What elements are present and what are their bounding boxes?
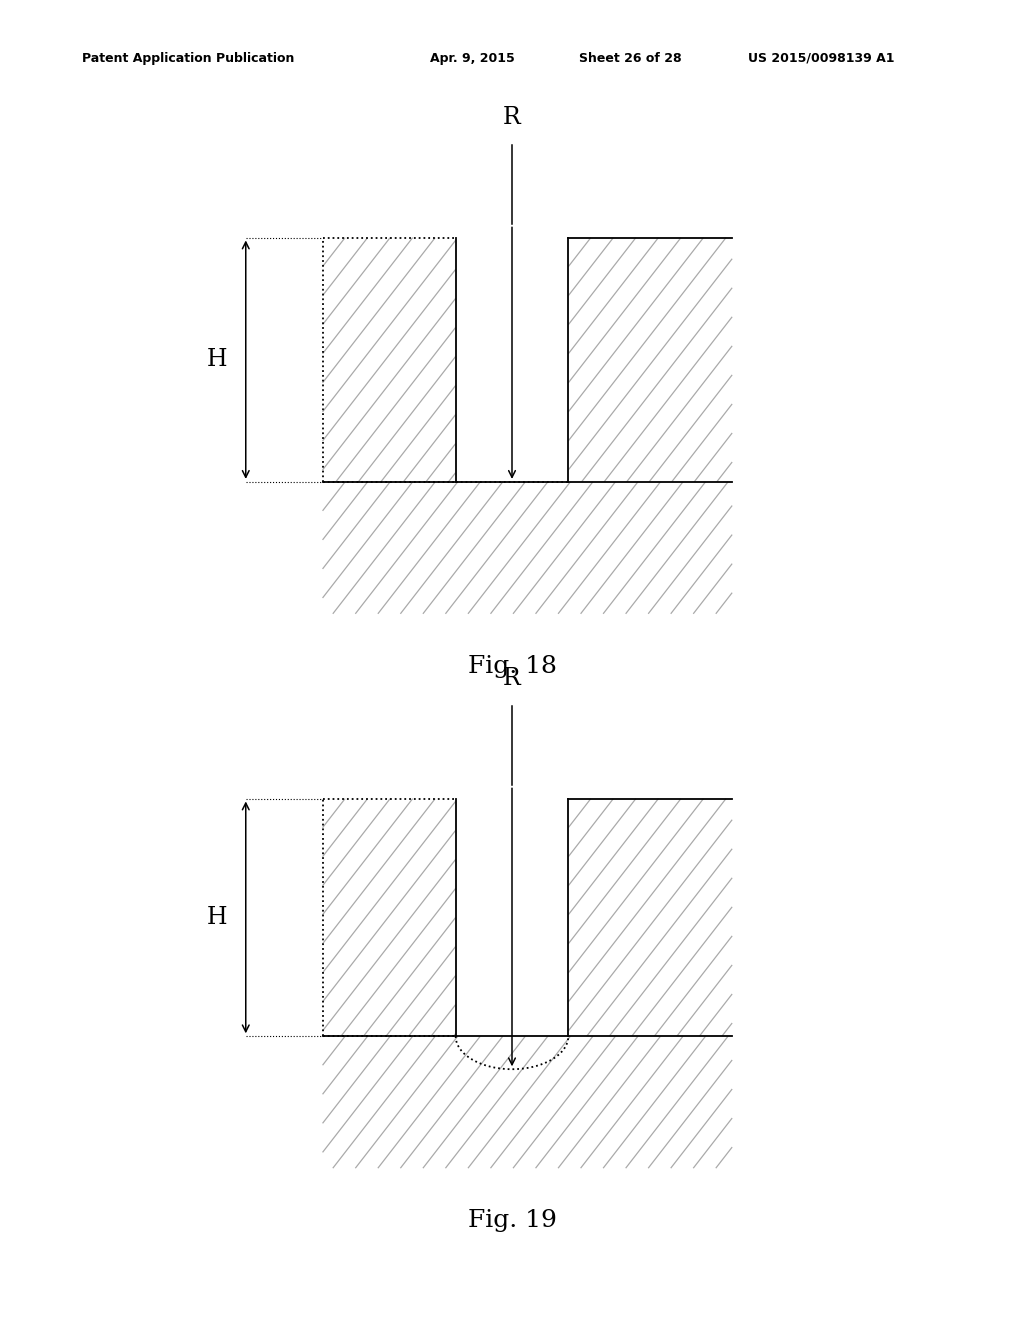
Text: R: R bbox=[503, 107, 521, 129]
Text: H: H bbox=[207, 906, 227, 929]
Text: Patent Application Publication: Patent Application Publication bbox=[82, 51, 294, 65]
Text: H: H bbox=[207, 348, 227, 371]
Text: Apr. 9, 2015: Apr. 9, 2015 bbox=[430, 51, 515, 65]
Text: US 2015/0098139 A1: US 2015/0098139 A1 bbox=[748, 51, 894, 65]
Text: R: R bbox=[503, 668, 521, 690]
Text: Sheet 26 of 28: Sheet 26 of 28 bbox=[579, 51, 681, 65]
Text: Fig. 18: Fig. 18 bbox=[468, 655, 556, 678]
Text: Fig. 19: Fig. 19 bbox=[468, 1209, 556, 1233]
